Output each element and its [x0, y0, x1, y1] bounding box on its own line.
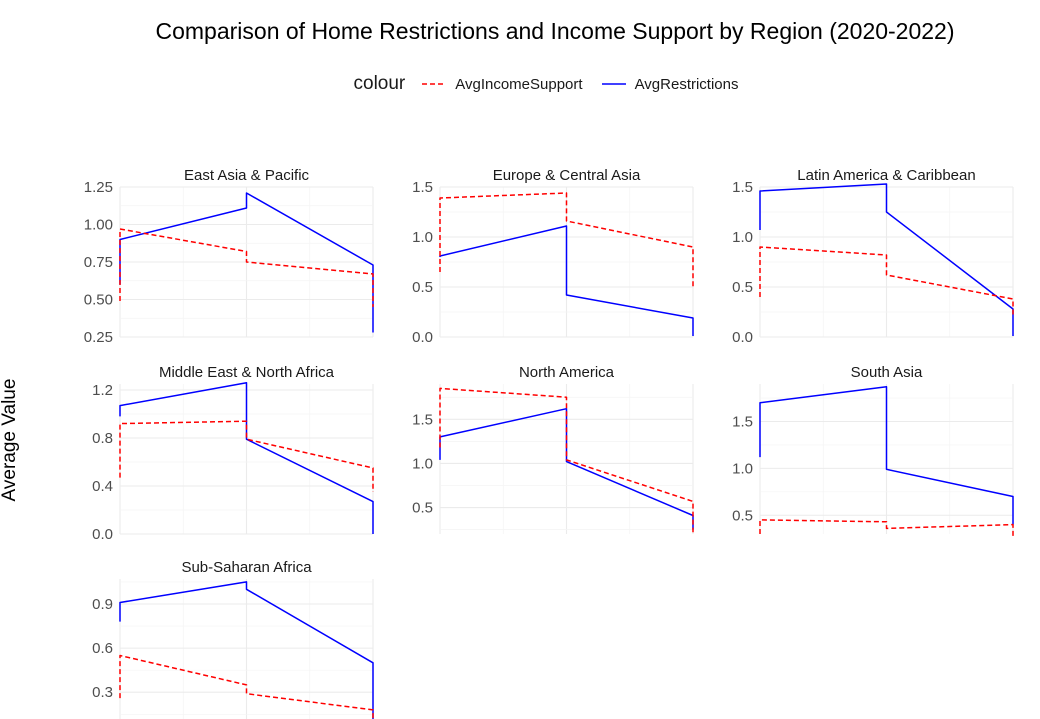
legend-label-income-support: AvgIncomeSupport: [455, 75, 583, 93]
y-tick-label: 0.0: [92, 526, 113, 543]
facet-panel: Middle East & North Africa 0.0 0.4 0.8 1.2: [92, 364, 374, 543]
y-tick-label: 0.5: [732, 279, 753, 296]
y-tick-label: 0.50: [84, 292, 113, 309]
series-line-AvgRestrictions: [119, 581, 374, 719]
y-tick-label: 0.9: [92, 596, 113, 613]
y-tick-label: 0.5: [412, 500, 433, 517]
facet-panel: North America 0.5 1.0 1.5: [412, 364, 694, 534]
y-tick-label: 1.0: [732, 229, 753, 246]
y-tick-label: 0.25: [84, 329, 113, 346]
series-line-AvgIncomeSupport: [119, 420, 374, 492]
y-tick-label: 1.5: [412, 179, 433, 196]
y-tick-label: 0.3: [92, 684, 113, 701]
y-tick-label: 0.8: [92, 430, 113, 447]
y-tick-label: 0.0: [732, 329, 753, 346]
y-tick-label: 1.2: [92, 382, 113, 399]
facet-panel: Europe & Central Asia 0.0 0.5 1.0 1.5: [412, 167, 694, 346]
facet-panel: East Asia & Pacific 0.25 0.50 0.75 1.00 1.25: [84, 167, 374, 346]
facet-strip-label: Middle East & North Africa: [159, 364, 335, 381]
legend: colour AvgIncomeSupport AvgRestrictions: [0, 73, 1040, 95]
y-tick-label: 1.0: [412, 455, 433, 472]
chart-title: Comparison of Home Restrictions and Inco…: [155, 18, 955, 44]
y-tick-label: 1.5: [412, 411, 433, 428]
series-line-AvgIncomeSupport: [439, 192, 694, 287]
y-tick-label: 1.25: [84, 179, 113, 196]
facet-strip-label: North America: [519, 364, 615, 381]
legend-item-restrictions: AvgRestrictions: [601, 76, 739, 93]
y-tick-label: 1.5: [732, 179, 753, 196]
facet-panel: Latin America & Caribbean 0.0 0.5 1.0 1.5: [732, 167, 1014, 346]
y-tick-label: 0.75: [84, 254, 113, 271]
facet-strip-label: Sub-Saharan Africa: [181, 559, 312, 576]
series-line-AvgIncomeSupport: [119, 654, 374, 719]
legend-item-income-support: AvgIncomeSupport: [421, 75, 583, 93]
series-line-AvgIncomeSupport: [119, 228, 374, 307]
series-line-AvgIncomeSupport: [439, 387, 694, 533]
dashed-red-line-icon: [422, 83, 447, 85]
series-line-AvgRestrictions: [119, 382, 374, 534]
y-tick-label: 1.0: [412, 229, 433, 246]
solid-blue-line-icon: [601, 83, 626, 85]
y-tick-label: 0.5: [732, 507, 753, 524]
facet-panel: Sub-Saharan Africa 0.3 0.6 0.9: [92, 559, 374, 719]
y-tick-label: 1.00: [84, 217, 113, 234]
y-tick-label: 1.5: [732, 414, 753, 431]
series-line-AvgIncomeSupport: [759, 519, 1014, 536]
legend-title: colour: [353, 73, 406, 94]
facet-strip-label: Latin America & Caribbean: [797, 167, 975, 184]
facet-panel: South Asia 0.5 1.0 1.5: [732, 364, 1014, 536]
y-tick-label: 0.0: [412, 329, 433, 346]
facet-strip-label: South Asia: [851, 364, 923, 381]
series-line-AvgIncomeSupport: [759, 246, 1014, 315]
series-line-AvgRestrictions: [439, 225, 694, 336]
y-tick-label: 0.6: [92, 640, 113, 657]
y-tick-label: 0.5: [412, 279, 433, 296]
series-line-AvgRestrictions: [759, 386, 1014, 525]
legend-label-restrictions: AvgRestrictions: [634, 75, 739, 93]
facet-strip-label: Europe & Central Asia: [493, 167, 641, 184]
y-tick-label: 1.0: [732, 460, 753, 477]
y-tick-label: 0.4: [92, 478, 113, 495]
facet-strip-label: East Asia & Pacific: [184, 167, 310, 184]
series-line-AvgRestrictions: [439, 407, 694, 530]
